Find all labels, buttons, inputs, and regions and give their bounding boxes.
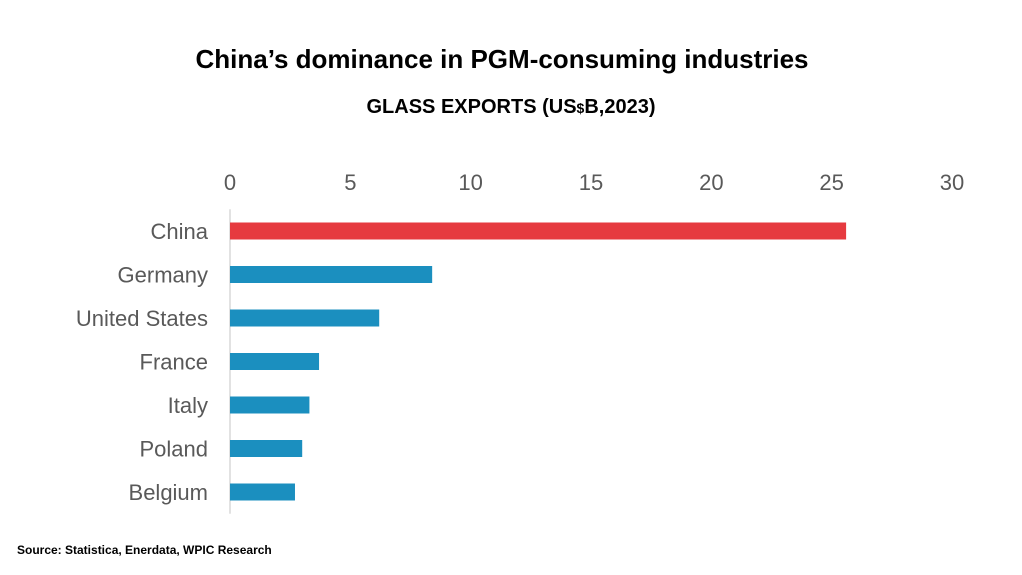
subtitle-prefix: GLASS EXPORTS (US bbox=[366, 96, 577, 118]
x-axis-ticks: 0 5 10 15 20 25 30 bbox=[224, 170, 964, 195]
x-tick-label: 30 bbox=[940, 170, 964, 195]
bar-poland bbox=[230, 440, 303, 457]
category-label-poland: Poland bbox=[139, 437, 208, 462]
x-tick-label: 10 bbox=[458, 170, 482, 195]
subtitle-currency: $ bbox=[576, 100, 585, 116]
category-label-france: France bbox=[140, 350, 208, 375]
category-label-italy: Italy bbox=[168, 393, 208, 418]
x-tick-label: 25 bbox=[819, 170, 843, 195]
source-note: Source: Statistica, Enerdata, WPIC Resea… bbox=[17, 543, 272, 557]
x-tick-label: 5 bbox=[344, 170, 356, 195]
bar-germany bbox=[230, 266, 433, 283]
category-label-china: China bbox=[151, 219, 209, 244]
bar-china bbox=[230, 222, 847, 240]
bars bbox=[230, 222, 847, 501]
category-label-belgium: Belgium bbox=[129, 480, 208, 505]
bar-belgium bbox=[230, 483, 295, 501]
x-tick-label: 15 bbox=[579, 170, 603, 195]
bar-france bbox=[230, 353, 320, 370]
x-tick-label: 20 bbox=[699, 170, 723, 195]
category-label-germany: Germany bbox=[118, 263, 208, 288]
bar-united-states bbox=[230, 309, 380, 327]
x-tick-label: 0 bbox=[224, 170, 236, 195]
chart-title: China’s dominance in PGM-consuming indus… bbox=[195, 44, 809, 74]
chart-subtitle: GLASS EXPORTS (US$B,2023) bbox=[0, 96, 1022, 119]
category-label-united-states: United States bbox=[76, 306, 208, 331]
bar-italy bbox=[230, 396, 310, 414]
category-labels: China Germany United States France Italy Pola… bbox=[76, 219, 209, 505]
subtitle-suffix: B,2023) bbox=[584, 96, 656, 118]
